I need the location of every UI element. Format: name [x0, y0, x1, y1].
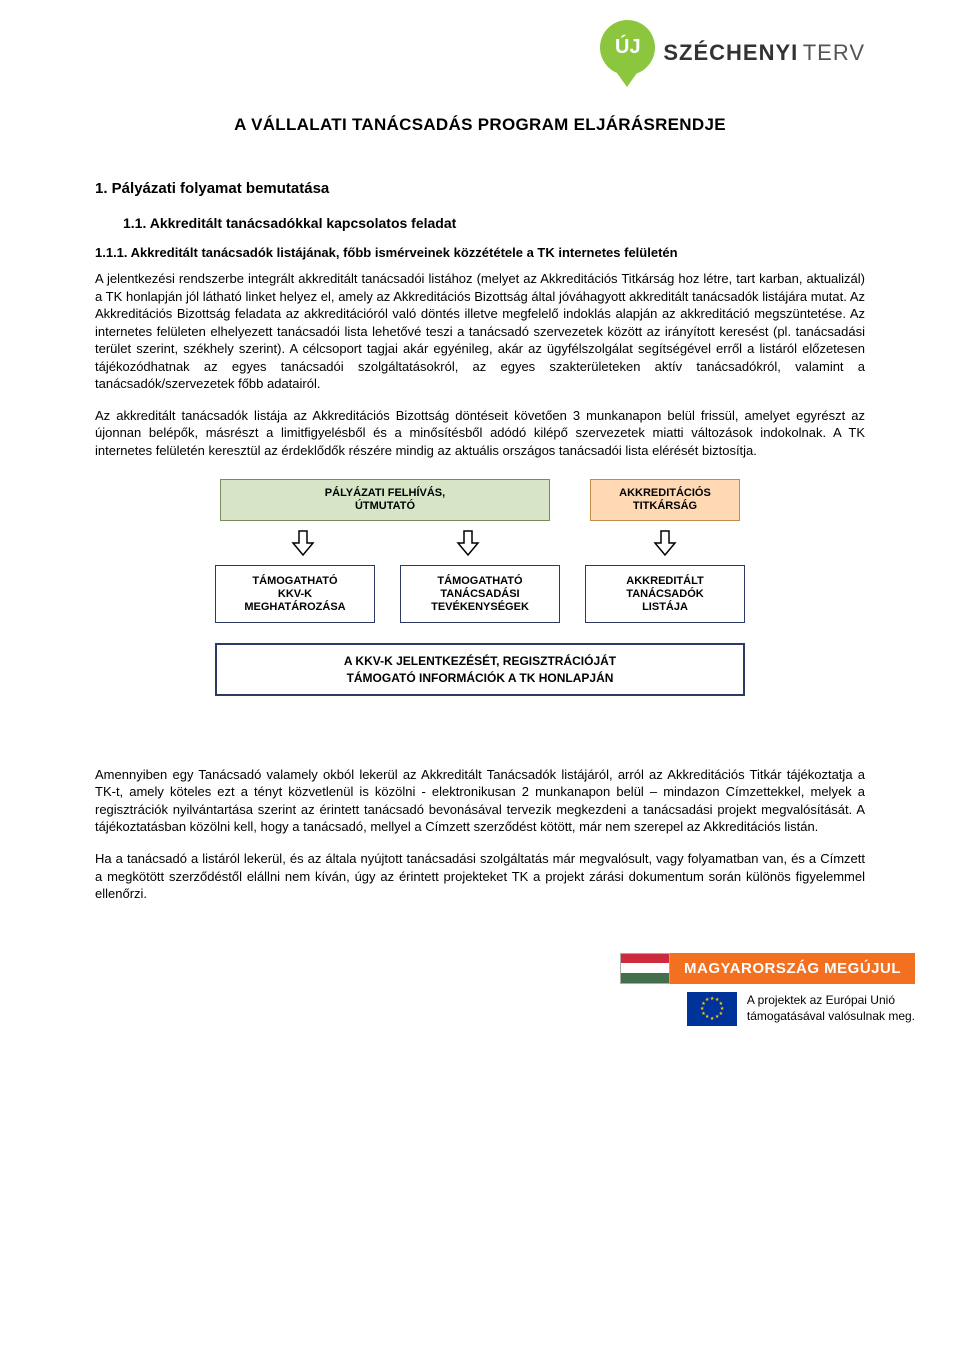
flowchart-box-tanacsadasi: TÁMOGATHATÓ TANÁCSADÁSI TEVÉKENYSÉGEK [400, 565, 560, 623]
arrow-down-icon [385, 529, 550, 559]
flowchart-box-akkreditacios: AKKREDITÁCIÓS TITKÁRSÁG [590, 479, 740, 521]
logo-sub: TERV [803, 40, 865, 65]
szechenyi-pin-icon: ÚJ [600, 20, 655, 85]
footer-row-eu: ★★★★★★★★★★★★ A projektek az Európai Unió… [95, 992, 915, 1026]
footer: MAGYARORSZÁG MEGÚJUL ★★★★★★★★★★★★ A proj… [95, 953, 915, 1026]
flowchart-box-palyazati: PÁLYÁZATI FELHÍVÁS, ÚTMUTATÓ [220, 479, 550, 521]
flowchart-box-kkv: TÁMOGATHATÓ KKV-K MEGHATÁROZÁSA [215, 565, 375, 623]
doc-title: A VÁLLALATI TANÁCSADÁS PROGRAM ELJÁRÁSRE… [95, 115, 865, 135]
logo-badge-text: ÚJ [615, 36, 641, 59]
flowchart-row-top: PÁLYÁZATI FELHÍVÁS, ÚTMUTATÓ AKKREDITÁCI… [190, 479, 770, 521]
flowchart-box-tanacsadok: AKKREDITÁLT TANÁCSADÓK LISTÁJA [585, 565, 745, 623]
eu-flag-icon: ★★★★★★★★★★★★ [687, 992, 737, 1026]
paragraph-2: Az akkreditált tanácsadók listája az Akk… [95, 407, 865, 460]
logo-main: SZÉCHENYI [663, 40, 798, 65]
heading-1: 1. Pályázati folyamat bemutatása [95, 180, 865, 197]
paragraph-1: A jelentkezési rendszerbe integrált akkr… [95, 270, 865, 393]
paragraph-4: Ha a tanácsadó a listáról lekerül, és az… [95, 850, 865, 903]
arrow-down-icon [590, 529, 740, 559]
flowchart-row-mid: TÁMOGATHATÓ KKV-K MEGHATÁROZÁSA TÁMOGATH… [190, 565, 770, 623]
heading-1-1-1: 1.1.1. Akkreditált tanácsadók listájának… [95, 245, 865, 260]
flowchart-box-bottom: A KKV-K JELENTKEZÉSÉT, REGISZTRÁCIÓJÁT T… [215, 643, 745, 695]
arrow-down-icon [220, 529, 385, 559]
footer-row-banner: MAGYARORSZÁG MEGÚJUL [95, 953, 915, 984]
flowchart-arrows [190, 529, 770, 559]
logo-text: SZÉCHENYI TERV [663, 42, 865, 64]
flowchart: PÁLYÁZATI FELHÍVÁS, ÚTMUTATÓ AKKREDITÁCI… [190, 479, 770, 695]
header-logo: ÚJ SZÉCHENYI TERV [95, 20, 865, 85]
paragraph-3: Amennyiben egy Tanácsadó valamely okból … [95, 766, 865, 836]
hungary-flag-icon [620, 953, 670, 984]
megujul-banner: MAGYARORSZÁG MEGÚJUL [670, 953, 915, 984]
footer-text: A projektek az Európai Unió támogatásáva… [747, 993, 915, 1024]
heading-1-1: 1.1. Akkreditált tanácsadókkal kapcsolat… [123, 215, 865, 231]
